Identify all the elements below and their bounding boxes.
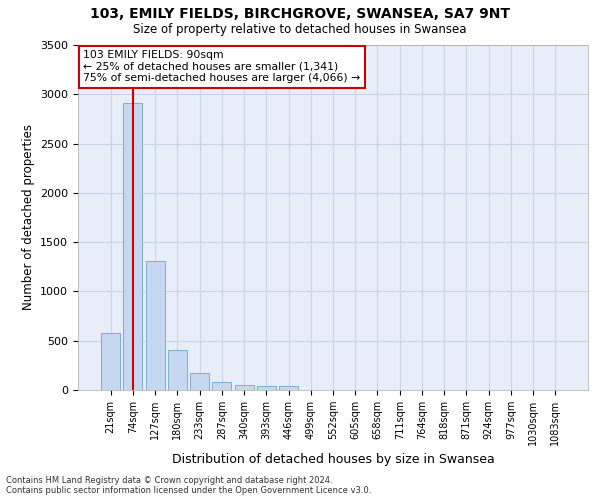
Text: 103 EMILY FIELDS: 90sqm
← 25% of detached houses are smaller (1,341)
75% of semi: 103 EMILY FIELDS: 90sqm ← 25% of detache… (83, 50, 361, 84)
Bar (257, 386, 276, 390)
Bar (168, 350, 187, 390)
Bar (146, 262, 164, 390)
Y-axis label: Number of detached properties: Number of detached properties (22, 124, 35, 310)
Bar (190, 373, 209, 390)
Bar (279, 386, 298, 390)
Bar (124, 103, 142, 390)
Bar (101, 334, 120, 390)
Bar (235, 386, 254, 390)
X-axis label: Distribution of detached houses by size in Swansea: Distribution of detached houses by size … (172, 454, 494, 466)
Text: Contains HM Land Registry data © Crown copyright and database right 2024.
Contai: Contains HM Land Registry data © Crown c… (6, 476, 371, 495)
Bar (212, 382, 231, 390)
Text: 103, EMILY FIELDS, BIRCHGROVE, SWANSEA, SA7 9NT: 103, EMILY FIELDS, BIRCHGROVE, SWANSEA, … (90, 8, 510, 22)
Text: Size of property relative to detached houses in Swansea: Size of property relative to detached ho… (133, 22, 467, 36)
